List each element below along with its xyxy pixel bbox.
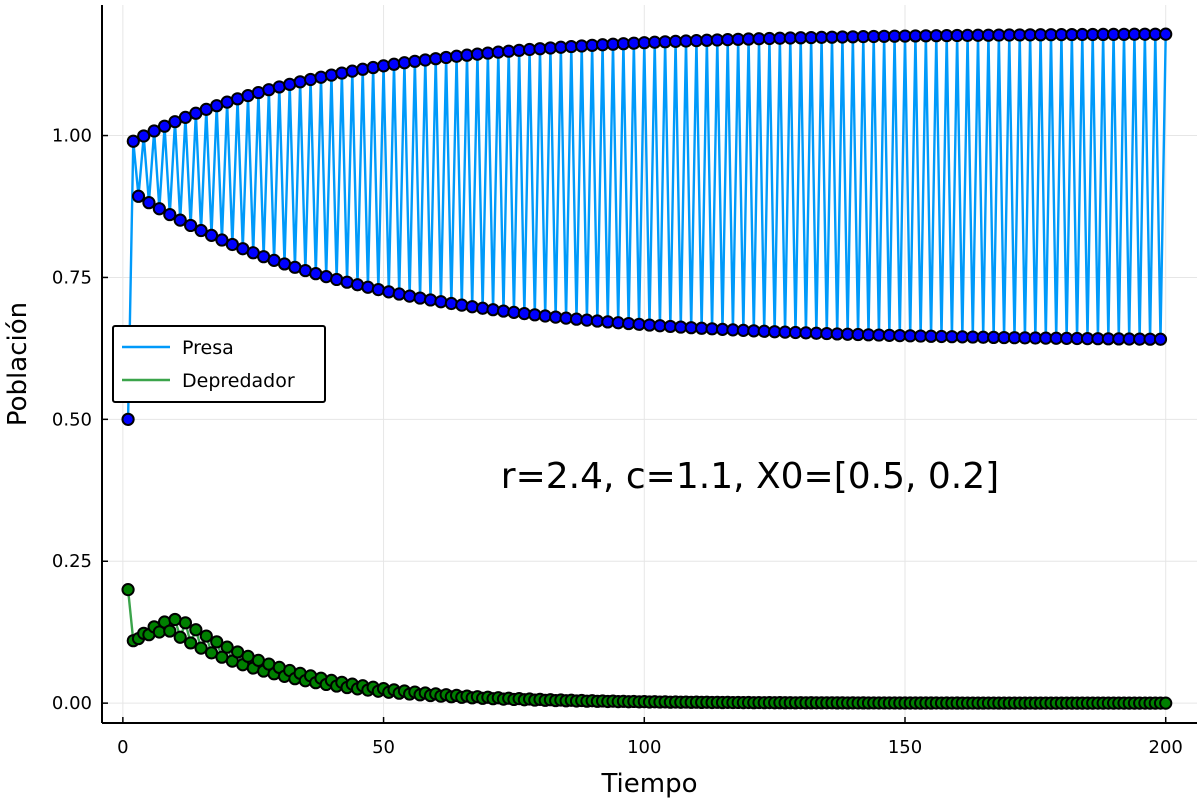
data-point-presa <box>194 223 208 238</box>
data-point-presa <box>465 300 479 314</box>
data-point-depredador <box>163 624 177 638</box>
data-point-presa <box>476 301 490 315</box>
ticks-layer: 0 50 100 150 200 0.00 0.25 0.50 0.75 1.00 <box>52 126 1183 758</box>
y-tick-label: 0.50 <box>52 409 92 430</box>
data-point-presa <box>345 64 359 78</box>
data-point-depredador <box>194 641 208 655</box>
data-point-presa <box>449 49 464 63</box>
data-point-presa <box>403 289 417 303</box>
data-point-presa <box>335 66 349 80</box>
data-point-presa <box>444 296 458 311</box>
data-point-depredador <box>173 630 187 644</box>
legend-label-depredador: Depredador <box>182 370 295 392</box>
y-axis-title: Población <box>3 302 33 426</box>
y-tick-label: 1.00 <box>52 126 92 147</box>
data-point-presa <box>293 75 307 89</box>
y-tick-label: 0.00 <box>52 693 92 714</box>
data-point-presa <box>142 196 156 210</box>
data-point-presa <box>423 293 438 307</box>
data-point-presa <box>387 57 401 71</box>
legend-box <box>112 325 326 403</box>
data-point-presa <box>376 59 391 73</box>
data-point-presa <box>434 295 448 309</box>
data-point-presa <box>371 282 385 297</box>
x-axis-title: Tiempo <box>600 769 697 799</box>
x-tick-label: 0 <box>117 737 128 758</box>
data-point-presa <box>262 83 276 97</box>
data-point-presa <box>392 287 406 301</box>
data-point-presa <box>173 213 187 227</box>
data-point-depredador <box>199 629 213 643</box>
data-point-presa <box>126 134 140 148</box>
data-point-presa <box>157 119 172 133</box>
x-tick-label: 100 <box>627 737 661 758</box>
data-point-presa <box>121 412 135 426</box>
data-point-presa <box>397 56 412 70</box>
data-point-presa <box>314 70 328 84</box>
data-point-presa <box>137 129 151 143</box>
x-tick-label: 50 <box>372 737 395 758</box>
legend: Presa Depredador <box>112 325 326 403</box>
data-point-presa <box>152 202 166 216</box>
data-point-presa <box>455 298 469 312</box>
legend-label-presa: Presa <box>182 337 234 359</box>
data-point-presa <box>330 272 344 287</box>
data-point-depredador <box>184 636 198 650</box>
series-layer <box>121 27 1173 710</box>
data-point-presa <box>163 207 177 222</box>
data-point-presa <box>184 218 198 233</box>
data-point-presa <box>507 305 521 319</box>
data-point-depredador <box>1159 696 1173 710</box>
data-point-presa <box>439 50 453 65</box>
y-tick-label: 0.25 <box>52 551 92 572</box>
data-point-presa <box>350 278 365 292</box>
series-line-depredador <box>126 589 1166 705</box>
data-point-presa <box>418 53 432 67</box>
data-point-presa <box>366 60 380 75</box>
data-point-depredador <box>178 616 193 630</box>
data-point-presa <box>1153 332 1168 346</box>
data-point-presa <box>413 291 427 305</box>
data-point-presa <box>429 52 443 66</box>
parameter-annotation: r=2.4, c=1.1, X0=[0.5, 0.2] <box>501 456 999 497</box>
data-point-presa <box>361 280 375 294</box>
data-point-presa <box>1159 27 1173 41</box>
data-point-presa <box>408 54 422 68</box>
data-point-presa <box>528 308 542 322</box>
data-point-presa <box>324 68 339 82</box>
data-point-presa <box>382 285 396 299</box>
series-line-presa <box>126 32 1167 420</box>
data-point-presa <box>283 77 297 91</box>
x-tick-label: 150 <box>888 737 922 758</box>
y-tick-label: 0.75 <box>52 267 92 288</box>
data-point-depredador <box>121 583 135 597</box>
x-tick-label: 200 <box>1149 737 1183 758</box>
data-point-presa <box>147 124 161 138</box>
data-point-depredador <box>210 635 224 649</box>
data-point-presa <box>517 307 531 321</box>
data-point-presa <box>486 303 500 317</box>
data-point-presa <box>356 62 370 76</box>
axis-layer <box>101 5 1197 724</box>
data-point-depredador <box>220 640 234 654</box>
data-point-presa <box>538 309 552 323</box>
data-point-depredador <box>189 623 203 637</box>
data-point-presa <box>131 189 146 203</box>
data-point-presa <box>303 72 318 87</box>
data-point-presa <box>204 228 219 242</box>
data-point-presa <box>496 304 511 318</box>
data-point-presa <box>272 80 286 94</box>
data-point-presa <box>340 275 354 289</box>
